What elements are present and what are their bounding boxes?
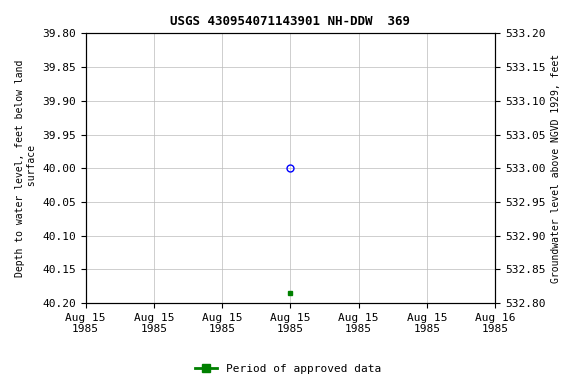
Y-axis label: Depth to water level, feet below land
 surface: Depth to water level, feet below land su… (15, 60, 37, 277)
Legend: Period of approved data: Period of approved data (191, 359, 385, 379)
Title: USGS 430954071143901 NH-DDW  369: USGS 430954071143901 NH-DDW 369 (170, 15, 411, 28)
Y-axis label: Groundwater level above NGVD 1929, feet: Groundwater level above NGVD 1929, feet (551, 54, 561, 283)
